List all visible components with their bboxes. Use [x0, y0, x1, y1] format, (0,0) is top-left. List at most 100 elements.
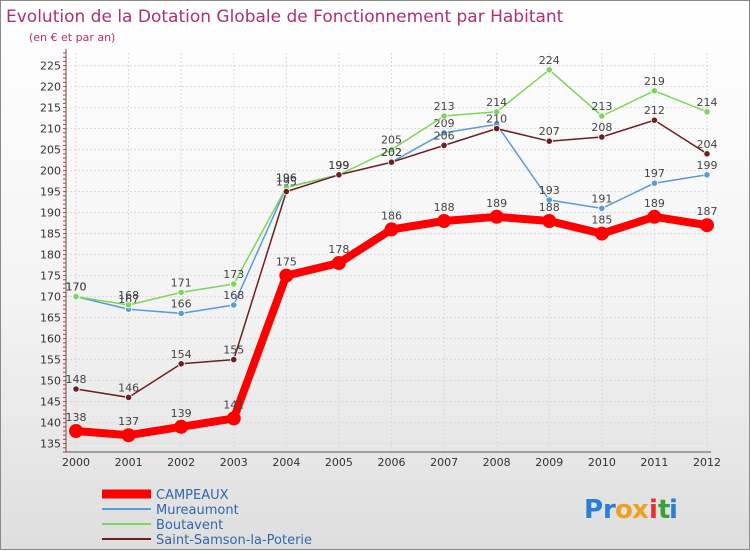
data-label: 210 [486, 113, 507, 126]
data-point [440, 141, 448, 149]
data-point [545, 137, 553, 145]
logo-letter: o [615, 495, 633, 525]
data-point [437, 214, 452, 228]
chart-title: Evolution de la Dotation Globale de Fonc… [6, 7, 564, 27]
data-point [545, 196, 553, 204]
y-tick-label: 190 [40, 207, 61, 220]
data-point [703, 108, 711, 116]
data-label: 167 [118, 293, 139, 306]
data-point [226, 411, 241, 426]
y-tick-label: 165 [40, 312, 61, 325]
legend-label: CAMPEAUX [156, 488, 229, 503]
y-tick-label: 170 [40, 291, 61, 304]
legend-item: Mureaumont [102, 503, 239, 518]
series-saint-samson-la-poterie: 148 146 154 155 195 199 202 206 210 207 208 212 204 [66, 104, 718, 401]
data-point [335, 171, 343, 179]
data-label: 189 [644, 197, 665, 210]
data-label: 199 [697, 159, 718, 172]
logo-letter: i [669, 495, 678, 525]
y-tick-label: 215 [40, 102, 61, 115]
data-label: 204 [697, 138, 718, 151]
data-point [440, 112, 448, 120]
x-tick-label: 2002 [167, 456, 195, 469]
x-tick-label: 2008 [483, 456, 511, 469]
data-label: 206 [434, 129, 455, 142]
data-label: 166 [171, 297, 192, 310]
data-point [493, 108, 501, 116]
data-point [647, 209, 662, 224]
data-point [230, 280, 238, 288]
data-point [598, 112, 606, 120]
data-label: 173 [223, 268, 244, 281]
logo-letter: x [632, 495, 649, 525]
data-point [69, 424, 83, 438]
x-tick-label: 2004 [272, 456, 300, 469]
data-label: 138 [66, 411, 87, 424]
data-label: 170 [66, 281, 87, 294]
legend-item: CAMPEAUX [102, 488, 229, 503]
y-tick-label: 140 [40, 417, 61, 430]
data-point [72, 385, 80, 393]
data-point [177, 288, 185, 296]
data-label: 139 [171, 407, 192, 420]
y-tick-label: 160 [40, 333, 61, 346]
data-label: 168 [118, 289, 139, 302]
x-tick-label: 2009 [535, 456, 563, 469]
data-label: 196 [276, 171, 297, 184]
data-label: 188 [539, 201, 560, 214]
data-point [598, 133, 606, 141]
data-label: 213 [434, 100, 455, 113]
data-label: 212 [644, 104, 665, 117]
legend-label: Saint-Samson-la-Poterie [156, 533, 312, 548]
x-tick-label: 2001 [115, 456, 143, 469]
data-label: 186 [381, 209, 402, 222]
y-tick-label: 155 [40, 354, 61, 367]
chart-subtitle: (en € et par an) [29, 31, 115, 44]
x-tick-label: 2010 [588, 456, 616, 469]
data-label: 205 [381, 134, 402, 147]
x-tick-label: 2005 [325, 456, 353, 469]
data-point [230, 355, 238, 364]
data-label: 185 [591, 214, 612, 227]
y-tick-label: 210 [40, 123, 61, 136]
data-label: 155 [223, 344, 244, 357]
data-label: 199 [328, 159, 349, 172]
y-tick-label: 150 [40, 375, 61, 388]
data-label: 175 [276, 256, 297, 269]
data-point [387, 158, 396, 166]
data-label: 214 [697, 96, 718, 109]
data-label: 193 [539, 184, 560, 197]
legend-label: Boutavent [156, 518, 223, 533]
data-point [700, 218, 714, 233]
data-label: 154 [171, 348, 192, 361]
y-tick-label: 195 [40, 186, 61, 199]
data-point [177, 309, 185, 317]
data-label: 170 [66, 281, 87, 294]
data-point [174, 419, 189, 434]
data-label: 146 [118, 381, 139, 394]
x-tick-label: 2011 [640, 456, 668, 469]
series-campeaux: 138 137 139 141 175 178 186 188 189 188 185 189 187 [66, 197, 718, 443]
y-tick-label: 175 [40, 270, 61, 283]
series: 1701671661681961992022091931911971991701… [66, 54, 718, 443]
series-boutavent: 170 168 171 173 196 199 205 213 214 224 213 219 214 [66, 54, 718, 309]
data-point [594, 226, 609, 241]
data-label: 208 [591, 121, 612, 134]
data-point [489, 209, 504, 224]
data-point [331, 256, 346, 270]
data-label: 187 [697, 205, 718, 218]
grid [66, 53, 711, 452]
data-point [493, 125, 501, 133]
x-tick-label: 2006 [378, 456, 406, 469]
data-point [703, 171, 711, 179]
data-label: 224 [539, 54, 560, 67]
data-label: 219 [644, 75, 665, 88]
data-point [230, 301, 238, 309]
axes: 135 140 145 150 155 160 165 170 175 180 185 190 195 2… [40, 49, 721, 469]
y-tick-label: 135 [40, 438, 61, 451]
data-point [545, 66, 553, 74]
data-label: 199 [328, 159, 349, 172]
logo-letter: P [584, 495, 603, 525]
